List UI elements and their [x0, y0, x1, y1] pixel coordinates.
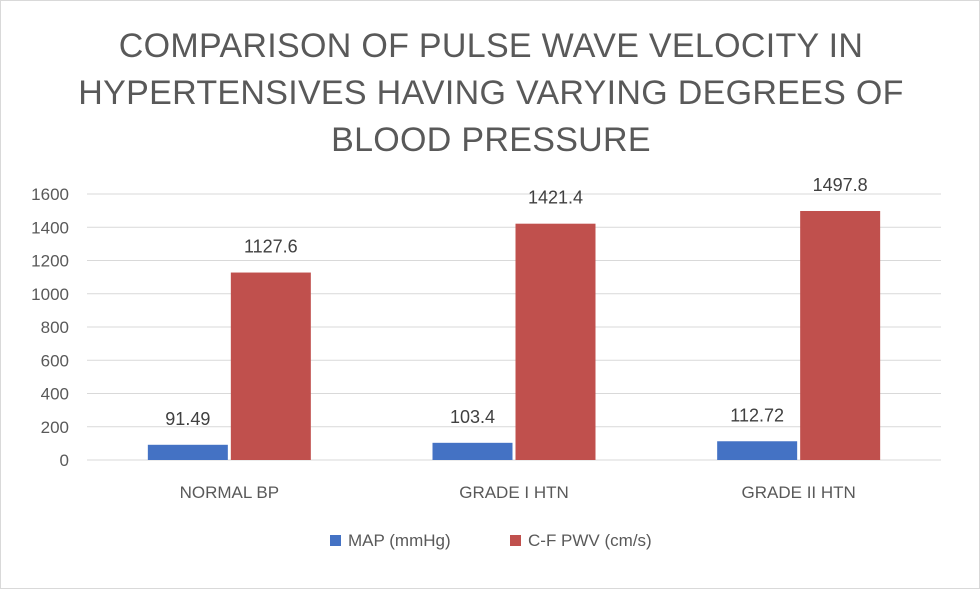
bars [147, 210, 881, 460]
chart-title: COMPARISON OF PULSE WAVE VELOCITY IN HYP… [1, 23, 980, 164]
gridlines [87, 193, 941, 461]
y-tick-label-400: 400 [41, 385, 69, 404]
y-tick-label-200: 200 [41, 418, 69, 437]
y-axis: 0 200 400 600 800 1000 1200 1400 1600 [31, 185, 69, 470]
data-label-cf-pwv-1: 1421.4 [528, 188, 583, 208]
y-tick-label-1000: 1000 [31, 285, 69, 304]
legend-swatch-0 [330, 535, 341, 546]
y-tick-label-1600: 1600 [31, 185, 69, 204]
x-category-label-1: GRADE I HTN [459, 483, 569, 502]
y-tick-label-1400: 1400 [31, 218, 69, 237]
data-label-map-0: 91.49 [165, 409, 210, 429]
data-label-map-1: 103.4 [450, 407, 495, 427]
legend-label-1: C-F PWV (cm/s) [528, 531, 652, 550]
chart-title-line-1: COMPARISON OF PULSE WAVE VELOCITY IN [118, 27, 864, 65]
x-axis: NORMAL BP GRADE I HTN GRADE II HTN [180, 483, 856, 502]
y-tick-label-0: 0 [60, 451, 69, 470]
legend: MAP (mmHg) C-F PWV (cm/s) [330, 531, 652, 550]
chart-title-line-2: HYPERTENSIVES HAVING VARYING DEGREES OF [78, 74, 904, 112]
bar-map-2 [717, 441, 798, 460]
bar-cf-pwv-0 [230, 272, 311, 460]
bar-map-0 [147, 444, 228, 460]
data-label-cf-pwv-0: 1127.6 [244, 237, 298, 257]
data-label-cf-pwv-2: 1497.8 [813, 175, 868, 195]
y-tick-label-600: 600 [41, 351, 69, 370]
data-label-map-2: 112.72 [730, 405, 784, 425]
y-tick-label-1200: 1200 [31, 252, 69, 271]
y-tick-label-800: 800 [41, 318, 69, 337]
chart-title-line-3: BLOOD PRESSURE [331, 121, 651, 159]
data-labels: 91.49 1127.6 103.4 1421.4 112.72 1497.8 [165, 175, 867, 429]
bar-cf-pwv-1 [515, 223, 596, 460]
bar-map-1 [432, 442, 513, 460]
legend-label-0: MAP (mmHg) [348, 531, 451, 550]
legend-swatch-1 [510, 535, 521, 546]
bar-cf-pwv-2 [800, 210, 881, 460]
x-category-label-2: GRADE II HTN [742, 483, 856, 502]
x-category-label-0: NORMAL BP [180, 483, 280, 502]
